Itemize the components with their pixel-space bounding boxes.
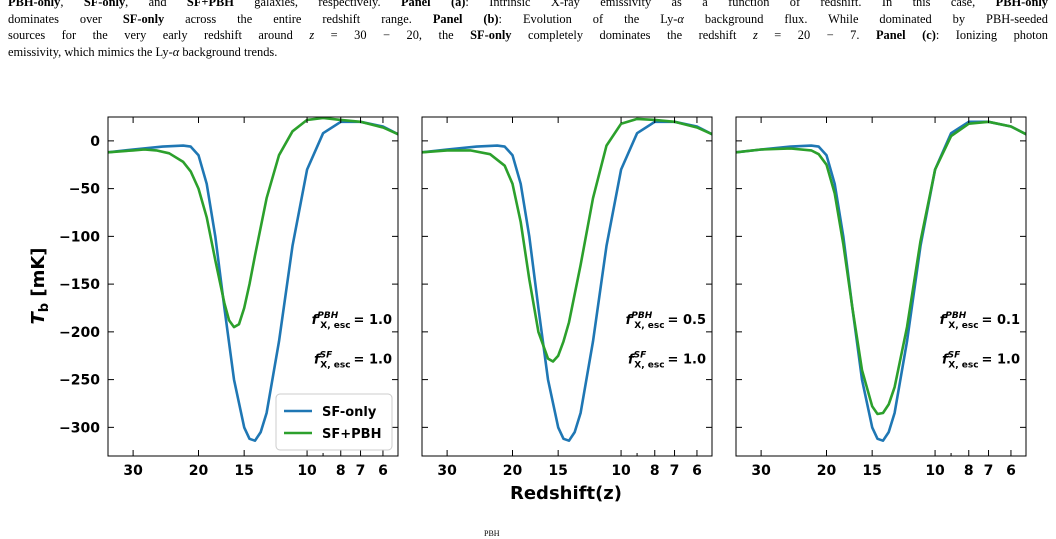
x-tick-label: 15 [548, 463, 567, 479]
pbh-escape-fraction-label: fPBH X, esc = 0.1 [940, 311, 1020, 331]
caption-text: : Evolution of the Ly- [498, 11, 678, 26]
x-tick-label: 10 [925, 463, 945, 479]
x-tick-label: 6 [378, 463, 388, 479]
caption-text: background trends. [179, 44, 278, 59]
pbh-escape-fraction-label: fPBH X, esc = 0.5 [626, 311, 706, 331]
caption-text: α [677, 11, 684, 26]
x-tick-label: 15 [234, 463, 253, 479]
caption-line: dominates over SF-only across the entire… [8, 11, 1048, 28]
x-tick-label: 10 [297, 463, 317, 479]
x-tick-label: 30 [437, 463, 457, 479]
x-tick-label: 15 [862, 463, 881, 479]
x-tick-label: 30 [751, 463, 771, 479]
caption-text: z [309, 28, 315, 43]
x-tick-label: 30 [123, 463, 143, 479]
caption-text: completely dominates the redshift [511, 28, 753, 43]
caption-text: PBH-only [995, 0, 1048, 9]
caption-text: = 30 − 20, the [314, 28, 471, 43]
y-axis-label: Tb [mK] [28, 247, 52, 324]
legend-entry: SF+PBH [322, 427, 381, 442]
x-tick-label: 8 [964, 463, 974, 479]
plot-frame [421, 116, 713, 457]
series-line-sf-pbh [736, 120, 1026, 416]
y-tick-label: −50 [69, 182, 100, 198]
x-axis-label: Redshift(z) [510, 483, 622, 504]
x-tick-label: 6 [692, 463, 702, 479]
legend-box [275, 393, 393, 451]
caption-text: sources for the very early redshift arou… [8, 28, 310, 43]
series-line-sf-pbh [108, 117, 398, 329]
caption-text: background flux. While dominated by PBH-… [683, 11, 1048, 26]
plot-frame [735, 116, 1027, 457]
plot-frame [107, 116, 399, 457]
caption-line: emissivity, which mimics the Ly-α backgr… [8, 44, 1048, 61]
caption-line: PBH-only, SF-only, and SF+PBH galaxies, … [8, 0, 1048, 11]
caption-text: : Intrinsic X-ray emissivity as a functi… [465, 0, 996, 9]
caption-text: SF-only [470, 28, 512, 43]
x-tick-label: 20 [503, 463, 523, 479]
y-tick-label: −250 [59, 373, 100, 389]
x-tick-label: 20 [189, 463, 209, 479]
y-tick-label: −200 [59, 325, 100, 341]
x-tick-label: 7 [356, 463, 366, 479]
x-tick-label: 6 [1006, 463, 1016, 479]
caption-text: = 20 − 7. [757, 28, 876, 43]
x-tick-label: 8 [650, 463, 660, 479]
sf-escape-fraction-label: fSF X, esc = 1.0 [628, 350, 706, 370]
series-line-sf-pbh [422, 117, 712, 363]
caption-text: SF+PBH [186, 0, 234, 9]
caption-line: sources for the very early redshift arou… [8, 27, 1048, 44]
chart-panel-middle: 30 20 15 10 8 7 6 fPBH X, esc = 0.5 fSF X, esc = 1.0 [421, 116, 713, 479]
y-tick-label: 0 [90, 134, 100, 150]
caption-text: dominates over [8, 11, 123, 26]
x-tick-label: 10 [611, 463, 631, 479]
caption-text: across the entire redshift range. [164, 11, 433, 26]
caption-text: z [752, 28, 758, 43]
chart-panel-left: 30 20 15 10 8 7 6 0 −50 −100 −150 −200 −250 −300 fPBH X… [59, 116, 399, 479]
x-tick-label: 7 [670, 463, 680, 479]
caption-text: SF-only [122, 11, 165, 26]
series-line-sf-only [736, 120, 1026, 442]
caption-text: galaxies, respectively. [233, 0, 401, 9]
legend: SF-only SF+PBH [275, 393, 393, 451]
y-tick-label: −100 [59, 229, 100, 245]
caption-text: : Ionizing photon [935, 28, 1048, 43]
pbh-escape-fraction-label: fPBH X, esc = 1.0 [312, 311, 392, 331]
sf-escape-fraction-label: fSF X, esc = 1.0 [314, 350, 392, 370]
y-tick-label: −150 [59, 277, 100, 293]
legend-entry: SF-only [322, 405, 377, 420]
caption-text: SF-only [83, 0, 126, 9]
caption-text: PBH-only [8, 0, 61, 9]
caption-text: α [172, 44, 180, 59]
x-tick-label: 7 [984, 463, 994, 479]
sf-escape-fraction-label: fSF X, esc = 1.0 [942, 350, 1020, 370]
bottom-note: PBH [484, 529, 500, 538]
series-line-sf-only [422, 120, 712, 442]
chart-panel-right: 30 20 15 10 8 7 6 fPBH X, esc = 0.1 fSF X, esc = 1.0 [735, 116, 1027, 479]
caption-text: , [60, 0, 84, 9]
caption-text: , and [125, 0, 187, 9]
caption-text: Panel (a) [400, 0, 466, 9]
caption-text: Panel (c) [875, 28, 936, 43]
y-tick-label: −300 [59, 420, 100, 436]
caption-text: emissivity, which mimics the Ly- [8, 44, 173, 59]
series-line-sf-only [108, 120, 398, 442]
caption-text: Panel (b) [432, 11, 499, 26]
x-tick-label: 8 [336, 463, 346, 479]
figure-caption: PBH-only, SF-only, and SF+PBH galaxies, … [8, 0, 1048, 60]
x-tick-label: 20 [817, 463, 837, 479]
